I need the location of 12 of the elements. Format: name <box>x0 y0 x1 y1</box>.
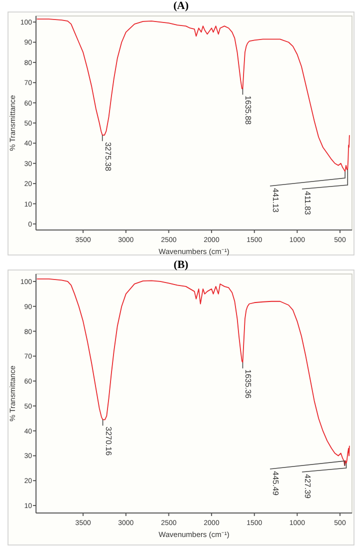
annotation: 445.49 <box>271 471 280 496</box>
annotation: 411.83 <box>303 191 312 216</box>
annotation: 3275.38 <box>103 142 112 172</box>
annotation: 427.39 <box>303 474 312 500</box>
chart-title: (B) <box>174 259 189 271</box>
annotation: 1635.88 <box>244 96 253 126</box>
line-series <box>36 278 350 466</box>
line-series <box>36 18 350 172</box>
annotation: 3270.16 <box>104 426 113 456</box>
annotation: 1635.36 <box>244 369 253 399</box>
annotation: 441.13 <box>271 188 280 214</box>
chart-title: (A) <box>173 0 189 12</box>
